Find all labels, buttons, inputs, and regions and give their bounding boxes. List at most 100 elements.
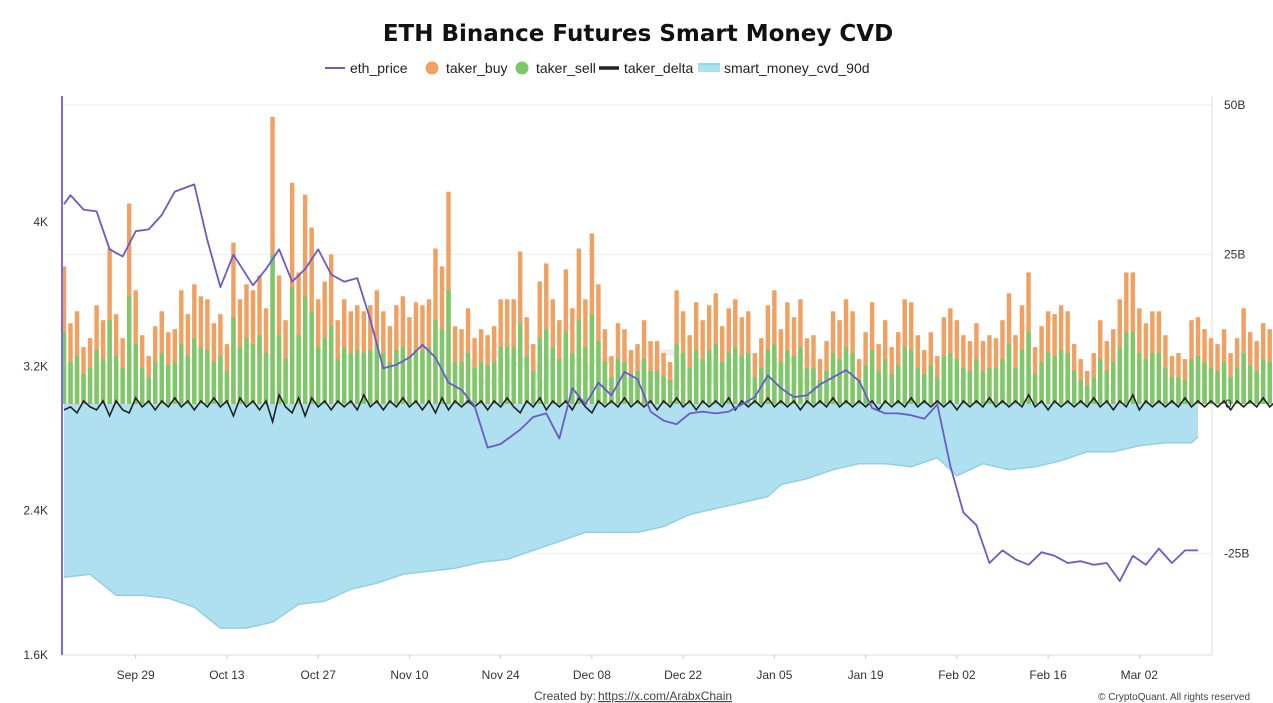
legend-label-smart_money_cvd_90d: smart_money_cvd_90d [724, 60, 870, 76]
taker-sell-bar [511, 347, 516, 404]
taker-sell-bar [263, 353, 269, 404]
taker-sell-bar [146, 377, 151, 404]
taker-sell-bar [374, 344, 380, 404]
x-tick-label: Feb 16 [1029, 668, 1067, 682]
taker-sell-bar [693, 350, 699, 404]
taker-sell-bar [993, 368, 999, 404]
taker-sell-bar [843, 347, 849, 404]
taker-sell-bar [289, 287, 295, 404]
taker-sell-bar [909, 350, 914, 404]
taker-sell-bar [1208, 368, 1214, 404]
taker-sell-bar [420, 350, 425, 404]
taker-sell-bar [276, 335, 282, 404]
taker-sell-bar [1189, 359, 1194, 404]
taker-sell-bar [413, 350, 419, 404]
taker-sell-bar [648, 371, 653, 404]
x-tick-label: Dec 22 [664, 668, 702, 682]
taker-sell-bar [1182, 380, 1188, 404]
taker-sell-bar [1032, 374, 1038, 404]
taker-sell-bar [902, 347, 907, 404]
taker-sell-bar [159, 353, 164, 404]
taker-sell-bar [980, 371, 986, 404]
x-tick-label: Sep 29 [117, 668, 155, 682]
taker-sell-bar [100, 359, 106, 404]
taker-sell-bar [224, 371, 230, 404]
taker-sell-bar [824, 371, 829, 404]
taker-sell-bar [974, 359, 979, 404]
taker-sell-bar [218, 356, 223, 404]
chart-title: ETH Binance Futures Smart Money CVD [383, 21, 893, 47]
legend-marker-smart_money_cvd_90d [698, 64, 720, 72]
taker-sell-bar [713, 344, 718, 404]
taker-sell-bar [804, 368, 810, 404]
taker-sell-bar [368, 350, 373, 404]
taker-sell-bar [941, 356, 947, 404]
taker-sell-bar [387, 362, 393, 404]
taker-sell-bar [1150, 353, 1155, 404]
taker-sell-bar [459, 362, 464, 404]
taker-sell-bar [446, 290, 451, 404]
taker-sell-bar [211, 362, 217, 404]
taker-sell-bar [250, 344, 256, 404]
taker-sell-bar [850, 353, 855, 404]
taker-sell-bar [667, 380, 673, 404]
taker-sell-bar [967, 371, 973, 404]
right-tick-label: -25B [1224, 546, 1249, 560]
taker-sell-bar [687, 368, 692, 404]
bars-layer [61, 117, 1272, 404]
taker-sell-bar [1156, 353, 1162, 404]
taker-sell-bar [465, 353, 471, 404]
taker-sell-bar [1234, 368, 1240, 404]
taker-sell-bar [192, 338, 197, 404]
taker-sell-bar [700, 359, 705, 404]
taker-sell-bar [335, 359, 340, 404]
taker-sell-bar [1124, 332, 1129, 404]
right-tick-label: 25B [1224, 248, 1245, 262]
taker-sell-bar [231, 317, 236, 404]
x-tick-label: Jan 19 [848, 668, 884, 682]
created-by-link[interactable]: https://x.com/ArabxChain [598, 689, 732, 703]
legend-marker-taker_buy [425, 61, 439, 75]
taker-sell-bar [237, 347, 243, 404]
taker-sell-bar [837, 359, 842, 404]
taker-sell-bar [1215, 371, 1220, 404]
taker-sell-bar [1260, 359, 1266, 404]
taker-sell-bar [407, 356, 412, 404]
x-tick-label: Jan 05 [756, 668, 792, 682]
taker-sell-bar [504, 347, 510, 404]
taker-sell-bar [113, 356, 119, 404]
legend-label-eth_price: eth_price [350, 60, 408, 76]
taker-sell-bar [348, 353, 353, 404]
left-tick-label: 3.2K [23, 360, 48, 374]
taker-sell-bar [270, 254, 275, 404]
taker-sell-bar [876, 371, 881, 404]
taker-sell-bar [778, 362, 784, 404]
taker-sell-bar [1143, 359, 1149, 404]
taker-sell-bar [61, 332, 67, 404]
taker-sell-bar [589, 314, 595, 404]
taker-sell-bar [785, 350, 790, 404]
cvd-area [64, 403, 1198, 629]
taker-sell-bar [328, 326, 334, 404]
taker-sell-bar [1000, 359, 1005, 404]
x-tick-label: Oct 27 [301, 668, 337, 682]
taker-sell-bar [602, 362, 608, 404]
taker-sell-bar [1254, 371, 1259, 404]
cvd-area-layer [63, 403, 1199, 629]
taker-sell-bar [87, 368, 93, 404]
taker-sell-bar [563, 332, 569, 404]
taker-sell-bar [205, 350, 210, 404]
taker-sell-bar [94, 350, 99, 404]
x-tick-label: Oct 13 [209, 668, 245, 682]
taker-sell-bar [1202, 362, 1207, 404]
taker-sell-bar [361, 353, 367, 404]
x-tick-label: Nov 24 [482, 668, 520, 682]
taker-sell-bar [895, 365, 901, 404]
taker-sell-bar [1267, 362, 1272, 404]
taker-sell-bar [856, 380, 862, 404]
taker-sell-bar [928, 365, 934, 404]
taker-sell-bar [120, 368, 125, 404]
created-by-label: Created by: [534, 689, 596, 703]
taker-sell-bar [153, 362, 158, 404]
taker-sell-bar [720, 362, 725, 404]
